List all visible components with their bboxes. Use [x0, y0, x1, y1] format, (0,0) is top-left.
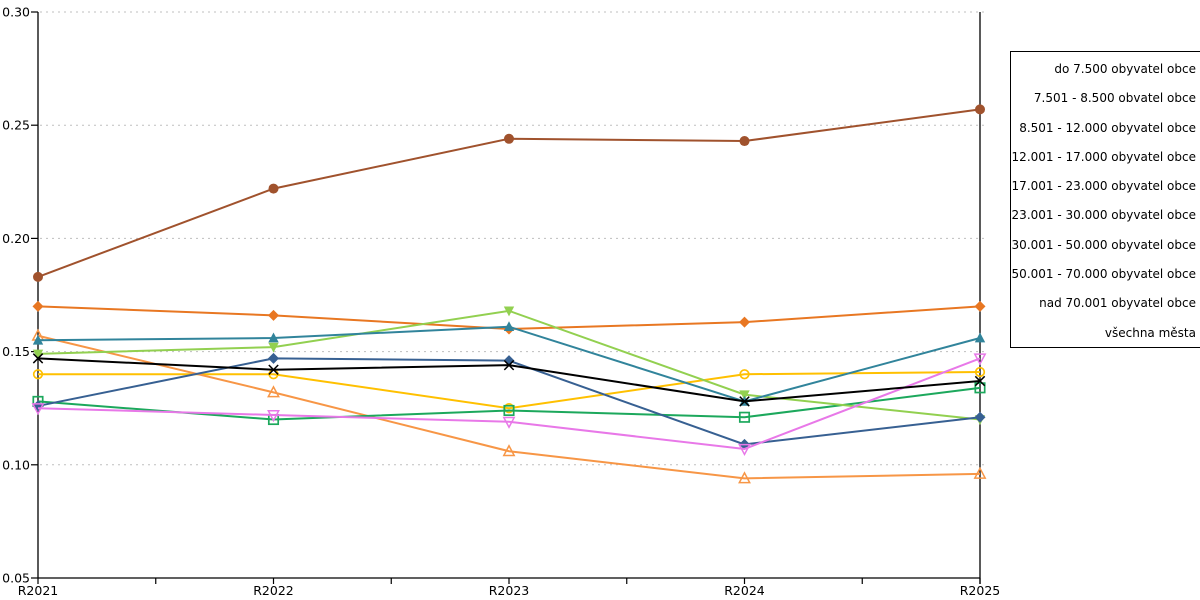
marker-triangle-down-filled [739, 390, 750, 401]
legend-item: 12.001 - 17.000 obyvatel obce [1011, 149, 1196, 164]
marker-diamond-filled [974, 411, 986, 423]
y-tick-label: 0.30 [2, 5, 30, 20]
y-tick-label: 0.15 [2, 344, 30, 359]
marker-circle-filled [739, 136, 750, 147]
marker-triangle-down-open [973, 353, 987, 366]
marker-triangle-up-filled [503, 321, 515, 331]
marker-circle-open [32, 369, 44, 380]
marker-triangle-up-open [267, 385, 280, 398]
x-tick-label: R2022 [253, 583, 294, 598]
marker-circle-filled [975, 104, 985, 115]
legend: do 7.500 obyvatel obce 7.501 - 8.500 obva… [1010, 51, 1200, 348]
marker-circle-open [974, 366, 986, 378]
marker-triangle-down-filled [268, 342, 279, 353]
legend-item: 50.001 - 70.000 obyvatel obce [1011, 267, 1196, 282]
marker-triangle-up-filled [32, 334, 44, 345]
marker-triangle-up-filled [268, 332, 279, 343]
marker-x [503, 359, 515, 371]
marker-triangle-down-open [267, 409, 280, 423]
y-tick-label: 0.25 [2, 118, 30, 133]
marker-x [739, 396, 750, 407]
marker-diamond-filled [268, 352, 279, 364]
x-tick-label: R2023 [489, 583, 530, 598]
marker-x [32, 353, 44, 364]
marker-triangle-up-filled [974, 332, 986, 343]
series-line-1 [37, 357, 981, 446]
marker-triangle-down-filled [32, 349, 44, 360]
marker-x [268, 364, 279, 375]
marker-square-open [738, 411, 751, 423]
marker-circle-open [739, 369, 750, 380]
y-tick-label: 0.20 [2, 231, 30, 246]
marker-triangle-down-open [31, 403, 45, 416]
legend-item: do 7.500 obyvatel obce [1054, 62, 1196, 76]
marker-circle-filled [504, 133, 514, 144]
marker-diamond-filled [974, 300, 986, 312]
marker-circle-filled [268, 183, 279, 194]
legend-item: 8.501 - 12.000 obyvatel obce [1019, 120, 1196, 135]
marker-triangle-up-open [502, 444, 516, 457]
x-tick-label: R2021 [18, 583, 59, 598]
series-line-2 [37, 357, 981, 450]
marker-diamond-filled [32, 300, 44, 312]
legend-item: 23.001 - 30.000 obyvatel obce [1011, 208, 1196, 223]
legend-item: všechna města [1104, 325, 1196, 340]
y-tick-label: 0.10 [2, 457, 30, 472]
marker-circle-filled [33, 271, 43, 282]
marker-square-open [503, 404, 515, 417]
x-tick-label: R2024 [724, 583, 765, 598]
marker-diamond-filled [739, 316, 750, 328]
marker-square-open [974, 382, 986, 394]
marker-triangle-down-open [738, 443, 751, 457]
x-tick-label: R2025 [960, 583, 1001, 598]
legend-item: nad 70.001 obyvatel obce [1039, 296, 1196, 311]
marker-triangle-down-filled [503, 306, 515, 317]
marker-triangle-down-open [502, 416, 516, 429]
legend-item: 7.501 - 8.500 obvatel obce [1033, 91, 1196, 106]
marker-diamond-filled [268, 309, 279, 321]
y-tick-label: 0.05 [2, 571, 30, 586]
marker-triangle-up-open [973, 466, 987, 479]
marker-triangle-up-open [738, 471, 751, 484]
marker-x [974, 375, 986, 387]
legend-item: 17.001 - 23.000 obyvatel obce [1011, 179, 1196, 194]
legend-item: 30.001 - 50.000 obyvatel obce [1011, 237, 1196, 252]
